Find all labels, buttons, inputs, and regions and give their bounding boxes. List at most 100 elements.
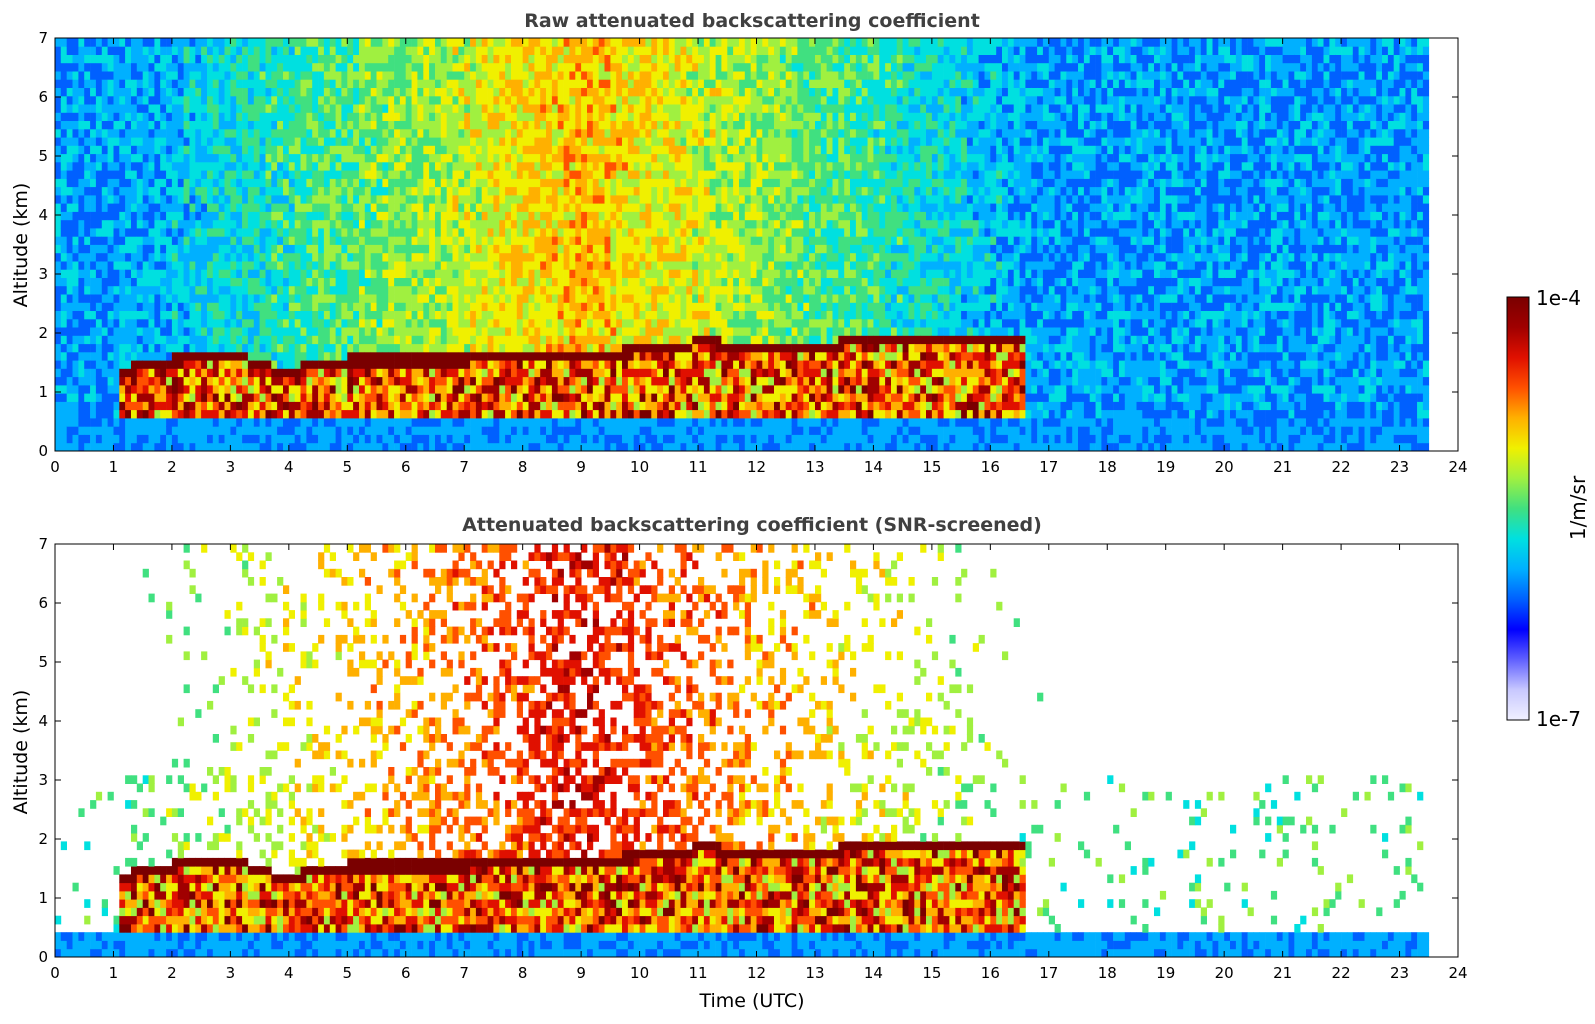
heatmap-cell — [143, 335, 149, 344]
heatmap-cell — [73, 253, 79, 262]
heatmap-cell — [236, 195, 242, 204]
heatmap-cell — [581, 112, 587, 121]
heatmap-cell — [628, 46, 634, 55]
heatmap-cell — [558, 311, 564, 320]
heatmap-cell — [441, 88, 447, 97]
heatmap-cell — [184, 278, 190, 287]
heatmap-cell — [423, 269, 429, 278]
heatmap-cell — [330, 435, 336, 444]
heatmap-cell — [119, 286, 125, 295]
heatmap-cell — [470, 71, 476, 80]
heatmap-cell — [102, 278, 108, 287]
heatmap-cell — [353, 79, 359, 88]
heatmap-cell — [599, 162, 605, 171]
heatmap-cell — [119, 335, 125, 344]
heatmap-cell — [219, 129, 225, 138]
heatmap-cell — [359, 319, 365, 328]
heatmap-cell — [324, 104, 330, 113]
heatmap-cell — [523, 195, 529, 204]
heatmap-cell — [295, 418, 301, 427]
heatmap-cell — [476, 426, 482, 435]
heatmap-cell — [236, 112, 242, 121]
heatmap-cell — [84, 352, 90, 361]
heatmap-cell — [78, 178, 84, 187]
heatmap-cell — [365, 286, 371, 295]
heatmap-cell — [125, 170, 131, 179]
heatmap-cell — [318, 187, 324, 196]
heatmap-cell — [90, 410, 96, 419]
heatmap-cell — [336, 203, 342, 212]
heatmap-cell — [61, 228, 67, 237]
heatmap-cell — [558, 96, 564, 105]
heatmap-cell — [301, 96, 307, 105]
heatmap-cell — [634, 104, 640, 113]
heatmap-cell — [318, 137, 324, 146]
heatmap-cell — [271, 245, 277, 254]
heatmap-cell — [470, 435, 476, 444]
heatmap-cell — [178, 311, 184, 320]
heatmap-cell — [266, 261, 272, 270]
heatmap-cell — [207, 401, 213, 410]
heatmap-cell — [90, 55, 96, 64]
heatmap-cell — [190, 344, 196, 353]
heatmap-cell — [616, 245, 622, 254]
heatmap-cell — [312, 435, 318, 444]
heatmap-cell — [225, 112, 231, 121]
heatmap-cell — [90, 327, 96, 336]
heatmap-cell — [453, 344, 459, 353]
heatmap-cell — [102, 368, 108, 377]
heatmap-cell — [154, 245, 160, 254]
heatmap-cell — [318, 63, 324, 72]
heatmap-cell — [552, 170, 558, 179]
heatmap-cell — [435, 203, 441, 212]
heatmap-cell — [119, 443, 125, 452]
heatmap-cell — [610, 311, 616, 320]
heatmap-cell — [277, 294, 283, 303]
heatmap-cell — [67, 385, 73, 394]
heatmap-cell — [289, 88, 295, 97]
heatmap-cell — [119, 195, 125, 204]
heatmap-cell — [593, 443, 599, 452]
heatmap-cell — [102, 269, 108, 278]
heatmap-cell — [312, 178, 318, 187]
heatmap-cell — [581, 38, 587, 47]
heatmap-cell — [137, 335, 143, 344]
heatmap-cell — [260, 302, 266, 311]
heatmap-cell — [587, 195, 593, 204]
heatmap-cell — [154, 435, 160, 444]
heatmap-cell — [248, 401, 254, 410]
heatmap-cell — [359, 187, 365, 196]
heatmap-cell — [470, 327, 476, 336]
heatmap-cell — [125, 104, 131, 113]
heatmap-cell — [365, 344, 371, 353]
heatmap-cell — [295, 410, 301, 419]
heatmap-cell — [499, 79, 505, 88]
heatmap-cell — [73, 385, 79, 394]
heatmap-cell — [172, 245, 178, 254]
heatmap-cell — [412, 294, 418, 303]
heatmap-cell — [55, 79, 61, 88]
heatmap-cell — [219, 228, 225, 237]
heatmap-cell — [178, 344, 184, 353]
heatmap-cell — [67, 228, 73, 237]
heatmap-cell — [558, 253, 564, 262]
heatmap-cell — [289, 327, 295, 336]
heatmap-cell — [388, 38, 394, 47]
heatmap-cell — [283, 385, 289, 394]
heatmap-cell — [529, 368, 535, 377]
heatmap-cell — [266, 401, 272, 410]
heatmap-cell — [587, 278, 593, 287]
heatmap-cell — [160, 55, 166, 64]
heatmap-cell — [587, 236, 593, 245]
heatmap-cell — [540, 368, 546, 377]
heatmap-cell — [190, 88, 196, 97]
heatmap-cell — [482, 88, 488, 97]
heatmap-cell — [388, 410, 394, 419]
heatmap-cell — [622, 426, 628, 435]
heatmap-cell — [447, 410, 453, 419]
heatmap-cell — [371, 170, 377, 179]
heatmap-cell — [359, 220, 365, 229]
heatmap-cell — [558, 426, 564, 435]
heatmap-cell — [160, 261, 166, 270]
heatmap-cell — [143, 154, 149, 163]
